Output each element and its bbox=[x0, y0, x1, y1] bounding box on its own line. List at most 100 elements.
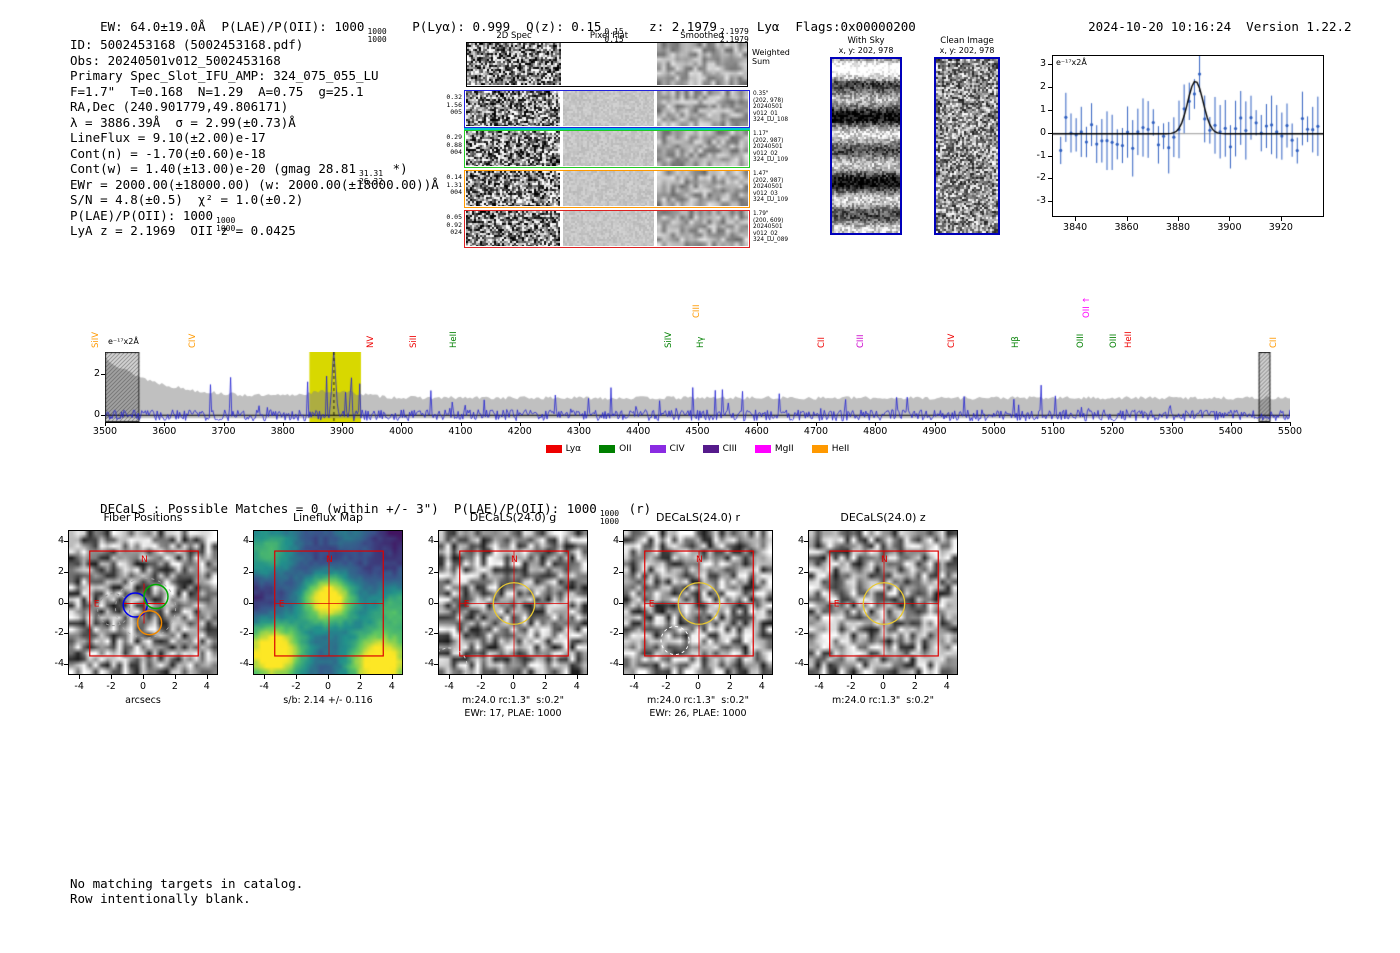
cutout-y-tick bbox=[804, 633, 808, 635]
emission-line-label: SiIV bbox=[90, 331, 101, 348]
compass-east-label: E bbox=[834, 600, 840, 610]
header-ew: EW: 64.0±19.0Å bbox=[100, 19, 206, 34]
spectrum-x-tick bbox=[993, 422, 995, 426]
info-plae: P(LAE)/P(OII): 1000 1000 1000 bbox=[70, 207, 236, 233]
spec2d-row-weight-value: 1.31 bbox=[446, 180, 462, 189]
spec2d-row-smoothed-canvas bbox=[657, 171, 748, 206]
emission-line-label: SiII bbox=[408, 335, 419, 348]
clean-image-title: Clean Image bbox=[940, 36, 994, 46]
cutout-y-tick-label: -4 bbox=[424, 658, 434, 670]
fit-y-tick bbox=[1048, 201, 1052, 203]
spec2d-row-fiber-info-line: 20240501 bbox=[753, 184, 783, 191]
emission-line-label: SiIV bbox=[664, 331, 675, 348]
spec2d-row-fiber-info-line: v012_03 bbox=[753, 190, 778, 197]
spectrum-x-tick bbox=[934, 422, 936, 426]
cutout-canvas bbox=[809, 531, 957, 674]
cutout-y-tick-label: -4 bbox=[54, 658, 64, 670]
emission-line-label: CII bbox=[817, 337, 828, 348]
spec2d-row-weight-value: 0.32 bbox=[446, 93, 462, 101]
compass-north-label: N bbox=[141, 555, 148, 565]
footer-line-1: No matching targets in catalog. bbox=[70, 876, 304, 891]
legend-swatch bbox=[702, 445, 719, 453]
spectrum-x-tick bbox=[105, 422, 106, 426]
header-plya: P(Lyα): 0.999 bbox=[412, 19, 511, 34]
decals-plae-fraction: 1000 1000 bbox=[599, 509, 620, 526]
cutout-x-tick-label: -2 bbox=[106, 681, 116, 692]
legend-item: Lyα bbox=[545, 444, 582, 454]
spec2d-row-weight-value: 004 bbox=[450, 188, 462, 196]
cutout-x-tick bbox=[729, 675, 731, 679]
spec2d-row-flat-canvas bbox=[563, 131, 654, 166]
cutout-canvas bbox=[439, 531, 587, 674]
info-ewr: EWr = 2000.00(±18000.00) (w: 2000.00(±18… bbox=[70, 176, 439, 192]
cutout-x-tick-label: 2 bbox=[356, 681, 363, 692]
cutout-x-tick-label: 4 bbox=[203, 681, 210, 692]
footer-line-2: Row intentionally blank. bbox=[70, 891, 251, 906]
cutout-y-tick-label: 4 bbox=[797, 534, 804, 546]
fit-y-tick bbox=[1048, 109, 1052, 111]
cutout-canvas bbox=[69, 531, 217, 674]
spectrum-x-tick-label: 5000 bbox=[981, 426, 1006, 437]
spectrum-x-tick bbox=[638, 422, 640, 426]
spectrum-x-tick-label: 5200 bbox=[1100, 426, 1125, 437]
emission-line-label: OIII bbox=[1109, 333, 1120, 348]
info-cont-n: Cont(n) = -1.70(±0.60)e-18 bbox=[70, 145, 266, 161]
spec2d-row-fiber-info-line: 324_LU_108 bbox=[753, 117, 789, 124]
spec2d-row-smoothed-canvas bbox=[657, 91, 748, 126]
cutout-y-tick bbox=[64, 602, 68, 604]
cutout-y-tick-label: 0 bbox=[427, 596, 434, 608]
cutout-caption: arcsecs bbox=[125, 695, 161, 706]
spec2d-row-weight-value: 0.14 bbox=[446, 173, 462, 181]
spec2d-weighted-sum-strip bbox=[466, 42, 748, 87]
spec2d-row-flat-canvas bbox=[563, 91, 654, 126]
fit-y-tick bbox=[1048, 132, 1052, 134]
spec2d-row bbox=[464, 210, 750, 248]
fit-y-tick-label: -2 bbox=[1036, 172, 1046, 184]
cutout-caption: s/b: 2.14 +/- 0.116 bbox=[283, 695, 373, 706]
fit-x-tick bbox=[1178, 217, 1179, 221]
spectrum-x-tick-label: 5500 bbox=[1277, 426, 1303, 437]
cutout-y-tick bbox=[64, 664, 68, 666]
info-block: ID: 5002453168 (5002453168.pdf) Obs: 202… bbox=[70, 37, 439, 239]
gmag-fraction: 31.31 26.32 bbox=[358, 169, 384, 186]
cutout-title: DECaLS(24.0) r bbox=[655, 511, 741, 524]
cutout-y-tick-label: 2 bbox=[57, 565, 64, 577]
emission-line-label: HeII bbox=[1124, 331, 1135, 348]
legend-label: Lyα bbox=[565, 444, 582, 454]
cutout-title: Lineflux Map bbox=[292, 511, 364, 524]
spectrum-x-tick bbox=[1230, 422, 1232, 426]
cutout-x-tick bbox=[143, 675, 144, 679]
cutout-x-tick bbox=[359, 675, 361, 679]
cutout-x-tick bbox=[666, 675, 668, 679]
cutout-x-tick-label: 2 bbox=[541, 681, 548, 692]
clean-image-canvas bbox=[936, 59, 998, 233]
info-obs: Obs: 20240501v012_5002453168 bbox=[70, 52, 281, 68]
spec2d-row bbox=[464, 90, 750, 128]
cutout-y-tick bbox=[804, 571, 808, 573]
spectrum-x-tick-label: 5300 bbox=[1159, 426, 1184, 437]
cutout-canvas bbox=[254, 531, 402, 674]
fit-y-tick bbox=[1048, 178, 1052, 180]
spectrum-x-tick-label: 5400 bbox=[1218, 426, 1243, 437]
cutout-y-tick bbox=[619, 571, 623, 573]
spec2d-row-fiber-info-line: 0.35" bbox=[753, 91, 769, 97]
cutout-y-tick-label: 0 bbox=[612, 596, 619, 608]
cutout-y-tick bbox=[619, 540, 623, 542]
spectrum-y-tick-label: 2 bbox=[93, 368, 100, 380]
fit-y-tick-label: 3 bbox=[1039, 58, 1046, 70]
compass-east-label: E bbox=[94, 600, 100, 610]
spectrum-x-tick-label: 4000 bbox=[389, 426, 414, 437]
cutout-x-tick bbox=[111, 675, 113, 679]
spec2d-row-fiber-info-line: 324_LU_089 bbox=[753, 237, 789, 244]
spectrum-x-tick-label: 3900 bbox=[329, 426, 355, 437]
cutout-x-tick-label: -2 bbox=[291, 681, 301, 692]
spec2d-cyan-divider bbox=[464, 128, 750, 130]
spectrum-x-tick bbox=[1171, 422, 1173, 426]
info-seeing: F=1.7" T=0.168 N=1.29 A=0.75 g=25.1 bbox=[70, 83, 364, 99]
cutout-y-tick-label: 4 bbox=[612, 534, 619, 546]
fit-x-tick-label: 3900 bbox=[1217, 222, 1242, 233]
cutout-overlay: NE bbox=[89, 550, 199, 657]
aperture-circle bbox=[677, 582, 721, 625]
fit-x-tick bbox=[1229, 217, 1231, 221]
